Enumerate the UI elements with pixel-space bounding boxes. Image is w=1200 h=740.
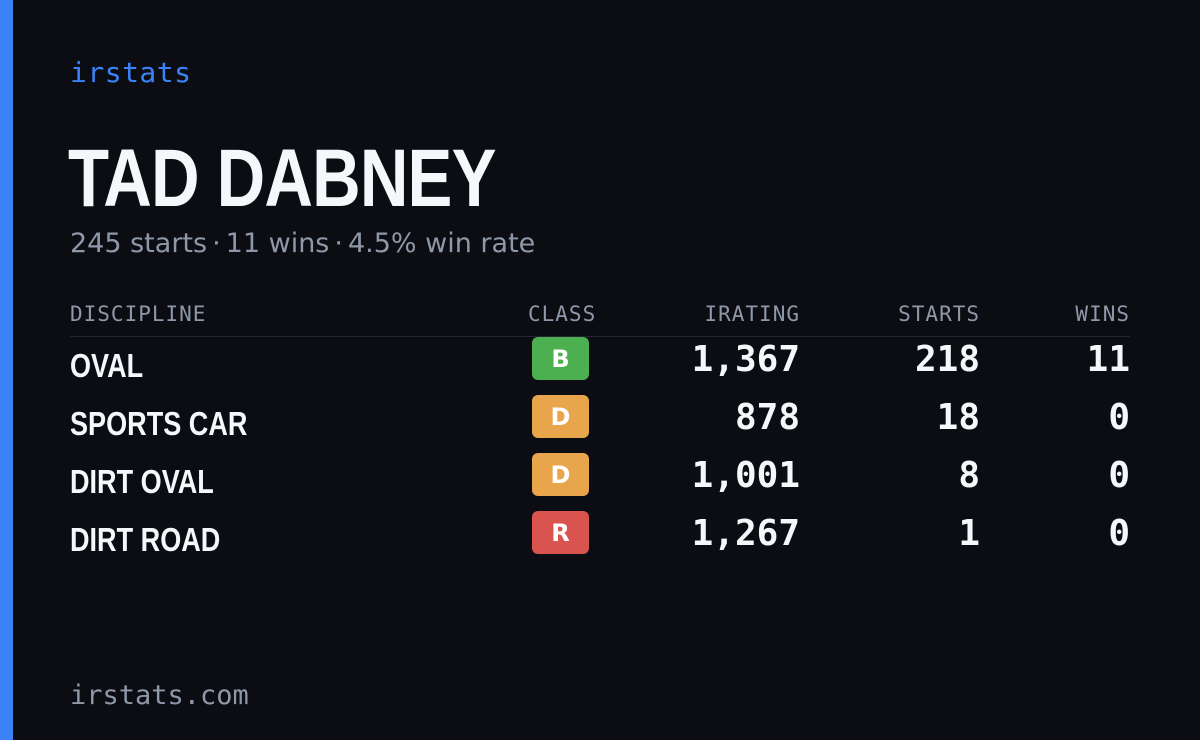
discipline-name: SPORTS CAR [70, 405, 248, 442]
table-row: DIRT ROAD R 1,267 1 0 [70, 511, 1130, 569]
driver-summary: 245 starts · 11 wins · 4.5% win rate [70, 228, 535, 259]
irating-value: 1,001 [691, 455, 800, 496]
driver-name: TAD DABNEY [68, 133, 496, 224]
win-rate: 4.5% win rate [347, 228, 536, 259]
header-irating: IRATING [704, 302, 800, 326]
wins-value: 11 [1086, 339, 1130, 380]
irating-value: 878 [734, 397, 800, 438]
wins-value: 0 [1108, 513, 1130, 554]
discipline-name: DIRT OVAL [70, 463, 214, 500]
table-row: DIRT OVAL D 1,001 8 0 [70, 453, 1130, 511]
footer-domain: irstats.com [70, 680, 249, 711]
summary-separator: · [212, 228, 221, 259]
class-badge: R [532, 511, 589, 554]
table-header: DISCIPLINE CLASS IRATING STARTS WINS [70, 298, 1130, 337]
wins-value: 0 [1108, 397, 1130, 438]
header-class: CLASS [528, 302, 597, 326]
wins-count: 11 wins [225, 228, 330, 259]
class-badge: D [532, 395, 589, 438]
starts-value: 218 [914, 339, 980, 380]
irating-value: 1,267 [691, 513, 800, 554]
starts-value: 18 [936, 397, 980, 438]
table-row: OVAL B 1,367 218 11 [70, 337, 1130, 395]
discipline-name: DIRT ROAD [70, 521, 221, 558]
starts-value: 8 [958, 455, 980, 496]
starts-count: 245 starts [70, 228, 208, 259]
header-starts: STARTS [898, 302, 980, 326]
class-badge: D [532, 453, 589, 496]
header-wins: WINS [1075, 302, 1130, 326]
table-row: SPORTS CAR D 878 18 0 [70, 395, 1130, 453]
class-badge: B [532, 337, 589, 380]
discipline-name: OVAL [70, 347, 144, 384]
header-discipline: DISCIPLINE [70, 302, 207, 326]
summary-separator: · [334, 228, 343, 259]
wins-value: 0 [1108, 455, 1130, 496]
brand-logo: irstats [70, 56, 192, 89]
accent-bar [0, 0, 13, 740]
irating-value: 1,367 [691, 339, 800, 380]
starts-value: 1 [958, 513, 980, 554]
stats-table: DISCIPLINE CLASS IRATING STARTS WINS OVA… [70, 298, 1130, 569]
